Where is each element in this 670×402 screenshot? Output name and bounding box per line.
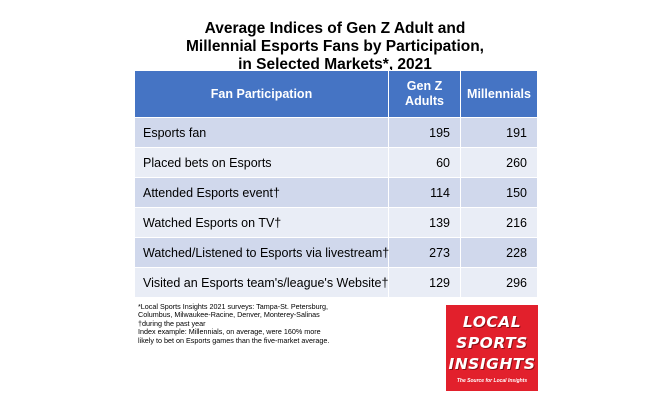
millennials-value: 216	[460, 207, 538, 238]
title-line-2: Millennial Esports Fans by Participation…	[185, 38, 484, 55]
gen-z-value: 273	[388, 237, 461, 268]
table-row: Placed bets on Esports 60 260	[134, 147, 538, 178]
gen-z-value: 60	[388, 147, 461, 178]
table-row: Watched Esports on TV† 139 216	[134, 207, 538, 238]
logo-word-insights: INSIGHTS	[448, 355, 536, 373]
millennials-value: 260	[460, 147, 538, 178]
logo-word-local: LOCAL	[462, 313, 522, 331]
logo-tagline: The Source for Local Insights	[456, 378, 528, 384]
footnote-past-year: †during the past year	[138, 318, 206, 328]
row-label: Placed bets on Esports	[134, 147, 389, 178]
row-label: Esports fan	[134, 117, 389, 148]
millennials-value: 150	[460, 177, 538, 208]
row-label: Watched Esports on TV†	[134, 207, 389, 238]
gen-z-value: 195	[388, 117, 461, 148]
footnote-surveys: *Local Sports Insights 2021 surveys: Tam…	[138, 302, 329, 320]
logo-word-sports: SPORTS	[456, 334, 528, 352]
millennials-value: 228	[460, 237, 538, 268]
column-header-millennials: Millennials	[460, 70, 538, 118]
local-sports-insights-logo: LOCAL SPORTS INSIGHTS The Source for Loc…	[446, 305, 538, 391]
row-label: Attended Esports event†	[134, 177, 389, 208]
row-label: Visited an Esports team's/league's Websi…	[134, 267, 389, 298]
chart-title: Average Indices of Gen Z Adult and Mille…	[110, 20, 560, 74]
title-line-3: in Selected Markets*, 2021	[238, 56, 432, 73]
millennials-value: 191	[460, 117, 538, 148]
gen-z-value: 114	[388, 177, 461, 208]
table-row: Visited an Esports team's/league's Websi…	[134, 267, 538, 298]
gen-z-value: 129	[388, 267, 461, 298]
column-header-gen-z-adults: Gen Z Adults	[388, 70, 461, 118]
footnote-index-example: Index example: Millennials, on average, …	[138, 327, 330, 345]
table-row: Attended Esports event† 114 150	[134, 177, 538, 208]
table-row: Esports fan 195 191	[134, 117, 538, 148]
table-row: Watched/Listened to Esports via livestre…	[134, 237, 538, 268]
title-line-1: Average Indices of Gen Z Adult and	[204, 20, 466, 37]
gen-z-value: 139	[388, 207, 461, 238]
row-label: Watched/Listened to Esports via livestre…	[134, 237, 389, 268]
column-header-fan-participation: Fan Participation	[134, 70, 389, 118]
data-table: Fan Participation Gen Z Adults Millennia…	[134, 70, 538, 298]
millennials-value: 296	[460, 267, 538, 298]
footnotes: *Local Sports Insights 2021 surveys: Tam…	[138, 302, 338, 345]
header-row: Fan Participation Gen Z Adults Millennia…	[134, 70, 538, 118]
